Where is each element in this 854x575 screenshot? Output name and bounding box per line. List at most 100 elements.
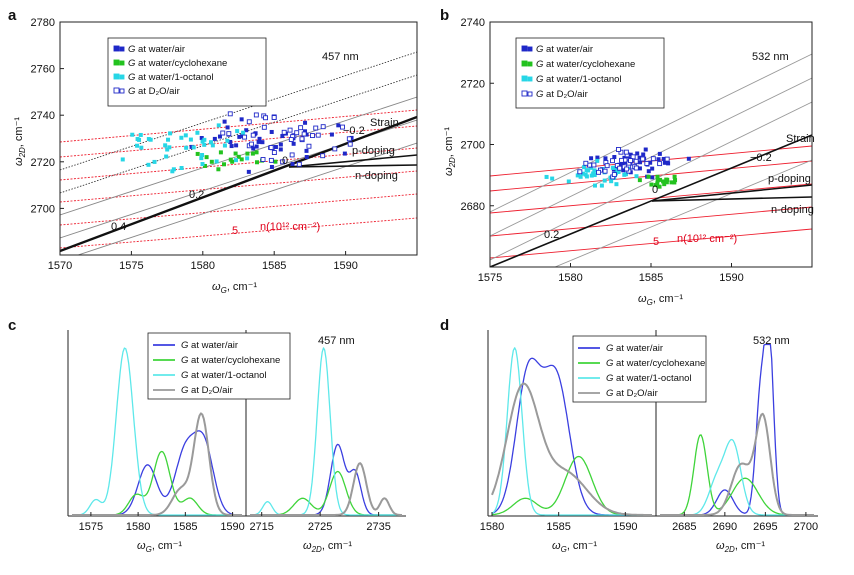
legend-label: G at water/cyclohexane — [128, 58, 227, 69]
data-point — [130, 132, 135, 137]
data-point — [665, 177, 670, 182]
x-tick-label: 1580 — [480, 521, 504, 533]
data-point — [592, 168, 597, 173]
data-point — [544, 174, 549, 179]
x-tick-label: 1570 — [48, 260, 72, 272]
data-point — [225, 125, 230, 130]
data-point — [135, 143, 140, 148]
x-tick-label: 1580 — [126, 521, 150, 533]
strain-line — [490, 53, 812, 213]
data-point — [214, 159, 219, 164]
data-point — [580, 171, 585, 176]
data-point — [602, 168, 608, 174]
data-point — [253, 112, 259, 118]
p-doping-line — [651, 184, 812, 202]
x-axis-label-d-left: ωG, cm⁻¹ — [552, 540, 597, 554]
data-point — [256, 139, 261, 144]
data-point — [656, 157, 661, 162]
spectrum-curve — [250, 347, 402, 516]
data-point — [227, 111, 233, 117]
data-point — [202, 142, 207, 147]
data-point — [313, 125, 319, 131]
data-point — [241, 130, 246, 135]
legend-c-items: G at water/air G at water/cyclohexane G at… — [153, 340, 280, 396]
legend-label: G at water/air — [536, 44, 593, 55]
strain-value-04: 0.4 — [111, 221, 126, 233]
data-point — [603, 156, 608, 161]
data-point — [646, 169, 651, 174]
legend-marker — [119, 60, 125, 66]
data-point — [611, 165, 616, 170]
x-axis-label-a: ωG, cm⁻¹ — [212, 281, 257, 295]
data-point — [296, 161, 302, 167]
n-value-5: 5 — [232, 225, 238, 237]
data-point — [254, 144, 259, 149]
data-point — [669, 180, 674, 185]
data-point — [649, 182, 654, 187]
data-point — [226, 131, 232, 137]
data-point — [204, 155, 209, 160]
data-point — [329, 132, 334, 137]
legend-label: G at water/1-octanol — [606, 373, 692, 384]
data-point — [336, 123, 341, 128]
data-point — [624, 166, 630, 172]
data-point — [222, 143, 227, 148]
data-point — [577, 169, 583, 175]
data-point — [229, 144, 234, 149]
data-point — [664, 180, 669, 185]
data-point — [664, 156, 670, 162]
data-point — [166, 137, 171, 142]
data-point — [648, 160, 653, 165]
legend-marker — [527, 61, 533, 67]
data-point — [179, 135, 184, 140]
panel-a-scatter — [120, 111, 354, 174]
y-tick-label: 2720 — [31, 157, 55, 169]
data-point — [255, 160, 260, 165]
data-point — [288, 137, 294, 142]
data-point — [254, 150, 259, 155]
x-tick-label: 1590 — [220, 521, 244, 533]
data-point — [244, 128, 249, 133]
data-point — [637, 178, 642, 183]
data-point — [271, 115, 277, 120]
data-point — [304, 148, 309, 153]
data-point — [589, 173, 594, 178]
data-point — [657, 184, 662, 189]
x-tick-label: 2735 — [366, 521, 390, 533]
x-tick-label: 2685 — [672, 521, 696, 533]
data-point — [346, 136, 352, 142]
legend-marker — [527, 91, 533, 97]
strain-line — [76, 142, 417, 255]
data-point — [245, 151, 250, 156]
n-line — [60, 125, 417, 158]
data-point — [673, 178, 678, 183]
data-point — [233, 158, 238, 163]
data-point — [287, 127, 293, 133]
legend-marker — [521, 90, 528, 97]
legend-b — [515, 37, 665, 109]
n-line — [490, 228, 812, 259]
panel-d-ticks: 1580 1585 1590 2685 2690 2695 2700 — [480, 512, 818, 533]
data-point — [280, 159, 286, 165]
data-point — [306, 143, 312, 149]
panel-d: d 1580 1585 1590 2685 2690 2695 2700 G at wate… — [440, 317, 818, 554]
data-point — [167, 145, 172, 150]
data-point — [245, 156, 250, 161]
data-point — [251, 146, 256, 151]
data-point — [195, 130, 200, 135]
panel-label-d: d — [440, 317, 449, 334]
data-point — [666, 161, 671, 166]
legend-marker — [527, 76, 533, 82]
data-point — [189, 144, 194, 149]
x-tick-label: 1575 — [478, 272, 502, 284]
data-point — [202, 163, 207, 168]
panel-label-b: b — [440, 7, 449, 24]
data-point — [260, 140, 265, 145]
spectrum-curve — [660, 438, 814, 516]
data-point — [199, 156, 204, 161]
y-axis-label-b: ω2D, cm⁻¹ — [443, 127, 457, 176]
data-point — [222, 119, 227, 124]
data-point — [310, 133, 315, 139]
data-point — [655, 174, 660, 179]
n-line — [60, 170, 417, 203]
